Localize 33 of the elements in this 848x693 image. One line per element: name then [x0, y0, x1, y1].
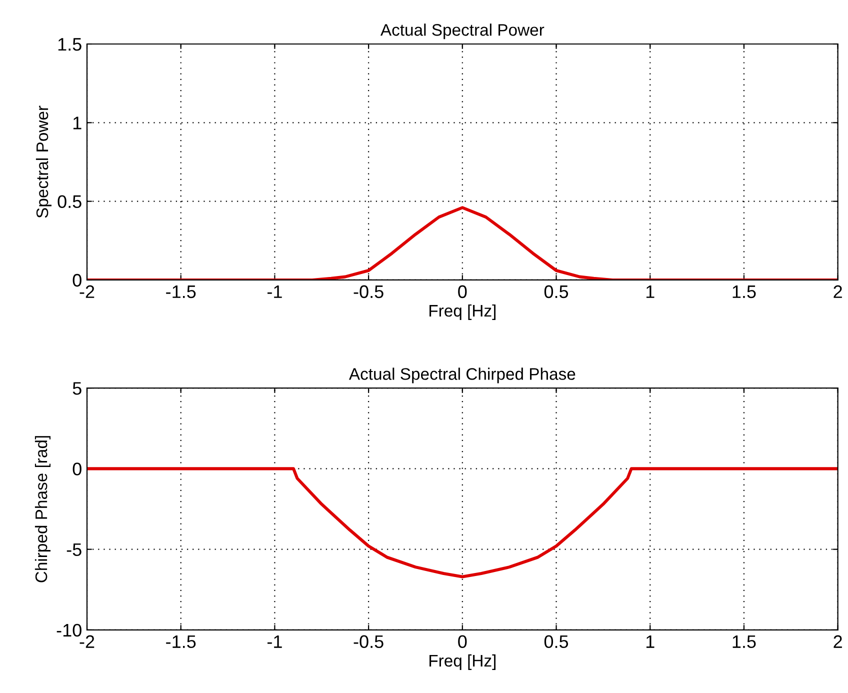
x-tick-label: 1: [646, 285, 654, 298]
y-tick-label: 0: [72, 274, 82, 287]
y-tick-label: 1: [73, 116, 82, 130]
x-tick-label: -1.5: [166, 285, 196, 298]
line-series: [87, 467, 838, 578]
x-tick-label: -1.5: [166, 635, 196, 648]
y-axis-title: Chirped Phase [rad]: [34, 436, 50, 582]
x-tick-label: -2: [80, 285, 94, 298]
y-tick-label: 0: [72, 462, 82, 476]
y-tick-label: 5: [72, 382, 82, 395]
x-tick-label: -0.5: [354, 635, 384, 648]
y-tick-label: 0.5: [58, 195, 82, 208]
x-tick-label: 2: [834, 635, 842, 648]
chart-title: Actual Spectral Power: [380, 24, 544, 40]
x-axis-title: Freq [Hz]: [430, 654, 496, 670]
y-axis-title: Spectral Power: [36, 106, 52, 218]
y-tick-label: -10: [56, 624, 82, 637]
y-tick-label: -5: [66, 543, 82, 556]
x-tick-label: -2: [80, 635, 94, 648]
x-tick-label: 0: [458, 635, 467, 648]
x-tick-label: -1: [267, 285, 282, 298]
x-tick-label: 1: [646, 635, 654, 648]
x-tick-label: 1.5: [732, 635, 756, 648]
x-tick-label: 0.5: [544, 285, 568, 298]
x-tick-label: 1.5: [732, 285, 756, 298]
x-tick-label: -0.5: [354, 285, 384, 298]
x-axis-title: Freq [Hz]: [430, 304, 496, 320]
chart-title: Actual Spectral Chirped Phase: [348, 368, 576, 384]
x-tick-label: 0: [458, 285, 467, 298]
x-tick-label: -1: [267, 635, 282, 648]
y-tick-label: 1.5: [58, 38, 82, 51]
x-tick-label: 2: [834, 285, 842, 298]
x-tick-label: 0.5: [544, 635, 568, 648]
